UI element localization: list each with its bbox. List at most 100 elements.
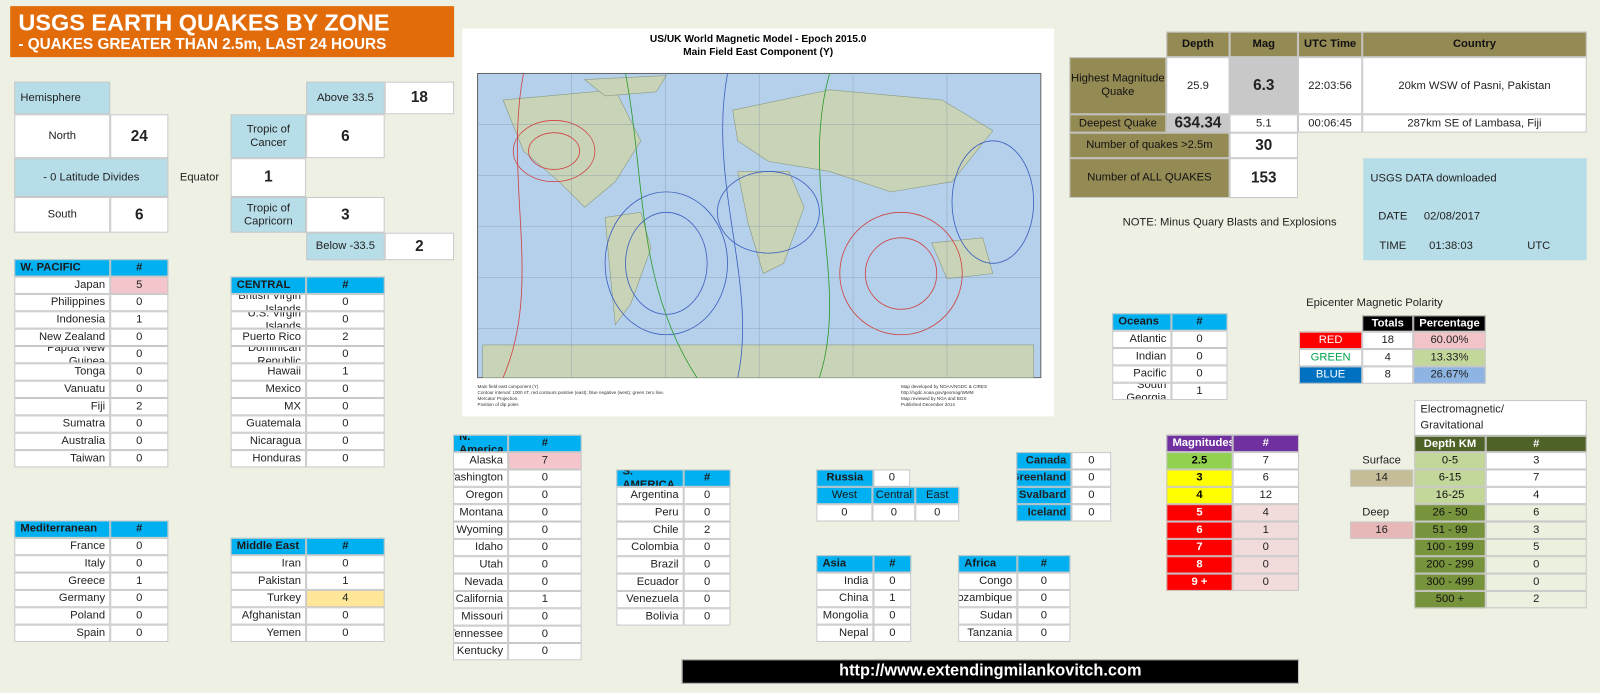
above-count: 18	[384, 81, 455, 115]
depth-range: 51 - 99	[1414, 521, 1486, 539]
row-count: 0	[110, 555, 169, 573]
row-label: Missouri	[453, 608, 509, 626]
row-count: 5	[110, 276, 169, 294]
row-label: Congo	[958, 572, 1018, 590]
row-count: 0	[110, 293, 169, 312]
footer-url: http://www.extendingmilankovitch.com	[681, 659, 1299, 684]
map-grid	[477, 73, 1041, 378]
date-value: 02/08/2017	[1423, 209, 1481, 223]
row-label: Honduras	[230, 450, 307, 468]
russia-part-count: 0	[872, 504, 916, 522]
table-header: Oceans	[1112, 313, 1172, 331]
row-label: Indian	[1112, 348, 1172, 366]
depth-count: 6	[1485, 504, 1587, 522]
polarity-header: Percentage	[1413, 315, 1486, 332]
title: USGS EARTH QUAKES BY ZONE	[18, 9, 390, 36]
subtitle: - QUAKES GREATER THAN 2.5m, LAST 24 HOUR…	[18, 36, 387, 54]
table-header: Mediterranean	[14, 520, 111, 538]
row-label: Mozambique	[958, 589, 1018, 608]
row-count: 0	[306, 398, 385, 416]
row-label: Pacific	[1112, 365, 1172, 383]
row-count: 0	[306, 415, 385, 433]
deepest-time: 00:06:45	[1297, 114, 1363, 133]
row-label: Colombia	[616, 538, 684, 557]
map-credit: Map reviewed by NGA and BGS	[901, 396, 966, 401]
row-count: 0	[1232, 573, 1299, 591]
row-label: Japan	[14, 276, 111, 294]
row-count: 0	[110, 450, 169, 468]
row-label: Wyoming	[453, 521, 509, 539]
row-label: Mongolia	[816, 607, 874, 625]
row-count: 1	[508, 590, 582, 609]
depth-range: 16-25	[1414, 486, 1486, 505]
depth-range: 200 - 299	[1414, 556, 1486, 574]
magnetic-map: US/UK World Magnetic Model - Epoch 2015.…	[462, 28, 1055, 417]
row-label: Papua New Guinea	[14, 345, 111, 364]
row-label: Greenland	[1016, 469, 1072, 487]
table-header: #	[306, 537, 385, 556]
row-label: Bolivia	[616, 608, 684, 626]
row-count: 2	[110, 398, 169, 416]
row-count: 0	[873, 607, 912, 625]
row-label: Iran	[230, 555, 307, 573]
depth-range: 500 +	[1414, 590, 1486, 609]
row-label: Svalbard	[1016, 486, 1072, 505]
map-credit: http://ngdc.noaa.gov/geomag/WMM	[901, 390, 974, 395]
row-count: 0	[683, 608, 731, 626]
table-header: Middle East	[230, 537, 307, 556]
hemisphere-label: Hemisphere	[14, 81, 111, 115]
row-count: 1	[110, 311, 169, 329]
table-header: #	[873, 555, 912, 573]
row-label: Tennessee	[453, 625, 509, 643]
deep-label: Deep	[1362, 506, 1390, 519]
row-label: Afghanistan	[230, 607, 307, 625]
row-label: Poland	[14, 607, 111, 625]
table-header: #	[508, 434, 582, 453]
row-count: 0	[1071, 486, 1112, 505]
polarity-total: 4	[1362, 349, 1414, 367]
surface-label: Surface	[1362, 454, 1401, 467]
map-credit: Map developed by NOAA/NGDC & CIRES	[901, 384, 987, 389]
column-header: Mag	[1229, 31, 1298, 58]
row-count: 0	[508, 573, 582, 591]
row-count: 0	[110, 415, 169, 433]
row-label: British Virgin Islands	[230, 293, 307, 312]
row-count: 0	[306, 380, 385, 399]
table-header: #	[1232, 434, 1299, 453]
row-label: Turkey	[230, 589, 307, 608]
row-label: Pakistan	[230, 572, 307, 590]
row-count: 2	[306, 328, 385, 346]
time-label: TIME	[1379, 239, 1407, 252]
cancer-count: 6	[306, 114, 385, 159]
header-blank	[1069, 32, 1166, 58]
row-count: 0	[683, 556, 731, 574]
polarity-header: Totals	[1362, 315, 1414, 332]
row-label: Nepal	[816, 624, 874, 642]
russia-part-count: 0	[816, 504, 873, 522]
deepest-depth: 634.34	[1166, 114, 1230, 133]
depth-range: 26 - 50	[1414, 504, 1486, 522]
map-image: US/UK World Magnetic Model - Epoch 2015.…	[477, 34, 1042, 407]
row-label: Dominican Republic	[230, 345, 307, 364]
row-label: U.S. Virgin Islands	[230, 311, 307, 329]
row-count: 0	[1232, 538, 1299, 557]
row-label: Puerto Rico	[230, 328, 307, 346]
row-count: 0	[110, 345, 169, 364]
row-count: 0	[508, 521, 582, 539]
table-header: S. AMERICA	[616, 469, 684, 487]
deep-count: 16	[1349, 521, 1414, 539]
row-count: 0	[1017, 589, 1071, 608]
row-label: Australia	[14, 432, 111, 451]
row-label: Italy	[14, 555, 111, 573]
column-header: Depth	[1166, 31, 1230, 58]
row-label: 3	[1166, 469, 1233, 487]
row-label: Sumatra	[14, 415, 111, 433]
highest-country: 20km WSW of Pasni, Pakistan	[1362, 57, 1587, 115]
row-label: Venezuela	[616, 590, 684, 609]
row-label: Greece	[14, 572, 111, 590]
row-label: 7	[1166, 538, 1233, 557]
row-count: 1	[873, 589, 912, 608]
table-header: N. America	[453, 434, 509, 453]
depth-range: 6-15	[1414, 469, 1486, 487]
depth-count: 5	[1485, 538, 1587, 557]
